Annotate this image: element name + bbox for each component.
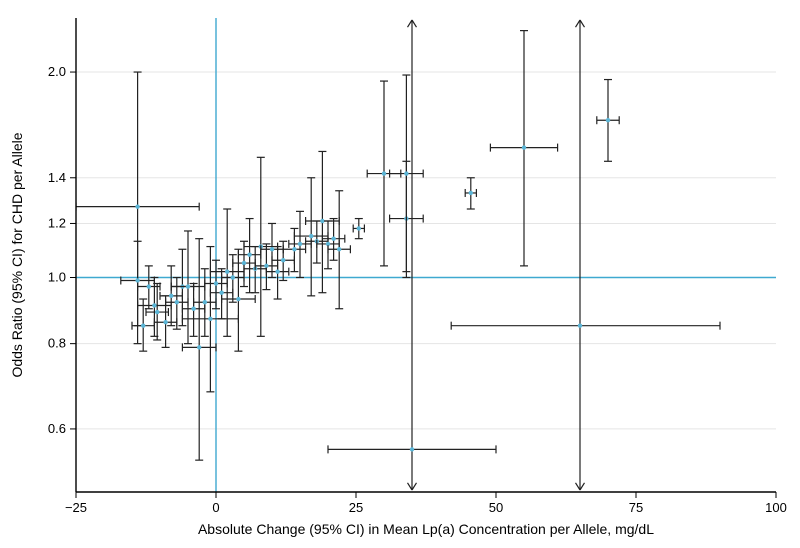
marker [606,118,610,122]
x-tick-label: 100 [765,500,787,515]
marker [152,303,156,307]
marker [292,247,296,251]
marker [225,269,229,273]
x-axis-title: Absolute Change (95% CI) in Mean Lp(a) C… [198,521,654,537]
marker [357,226,361,230]
x-tick-label: 25 [349,500,363,515]
marker [147,284,151,288]
marker [242,261,246,265]
marker [247,252,251,256]
marker [309,234,313,238]
marker [135,278,139,282]
marker [337,247,341,251]
x-tick-label: 75 [629,500,643,515]
marker [281,258,285,262]
marker [264,264,268,268]
marker [231,275,235,279]
marker [175,300,179,304]
marker [203,300,207,304]
marker [236,297,240,301]
marker [275,269,279,273]
marker [382,171,386,175]
marker [208,317,212,321]
x-tick-label: 50 [489,500,503,515]
marker [191,307,195,311]
odds-ratio-scatter-chart: −25 0 25 50 75 100 0.6 0.8 1.0 1.2 1.4 2.0 Absolute … [0,0,800,548]
marker [219,291,223,295]
y-tick-label: 0.6 [48,421,66,436]
marker [331,236,335,240]
y-tick-label: 1.0 [48,270,66,285]
marker [214,281,218,285]
y-axis-title: Odds Ratio (95% CI) for CHD per Allele [9,132,25,377]
marker [186,284,190,288]
chart-svg: −25 0 25 50 75 100 0.6 0.8 1.0 1.2 1.4 2.0 Absolute … [0,0,800,548]
x-tick-label: −25 [65,500,87,515]
y-tick-label: 1.2 [48,215,66,230]
y-tick-label: 1.4 [48,170,66,185]
y-tick-label: 0.8 [48,336,66,351]
plot-area [76,18,776,492]
marker [135,204,139,208]
marker [298,242,302,246]
marker [578,323,582,327]
marker [169,294,173,298]
x-tick-label: 0 [212,500,219,515]
marker [155,310,159,314]
marker [163,320,167,324]
marker [320,219,324,223]
marker [141,323,145,327]
marker [522,145,526,149]
marker [404,171,408,175]
marker [410,447,414,451]
marker [469,191,473,195]
marker [270,247,274,251]
marker [197,345,201,349]
y-tick-label: 2.0 [48,64,66,79]
